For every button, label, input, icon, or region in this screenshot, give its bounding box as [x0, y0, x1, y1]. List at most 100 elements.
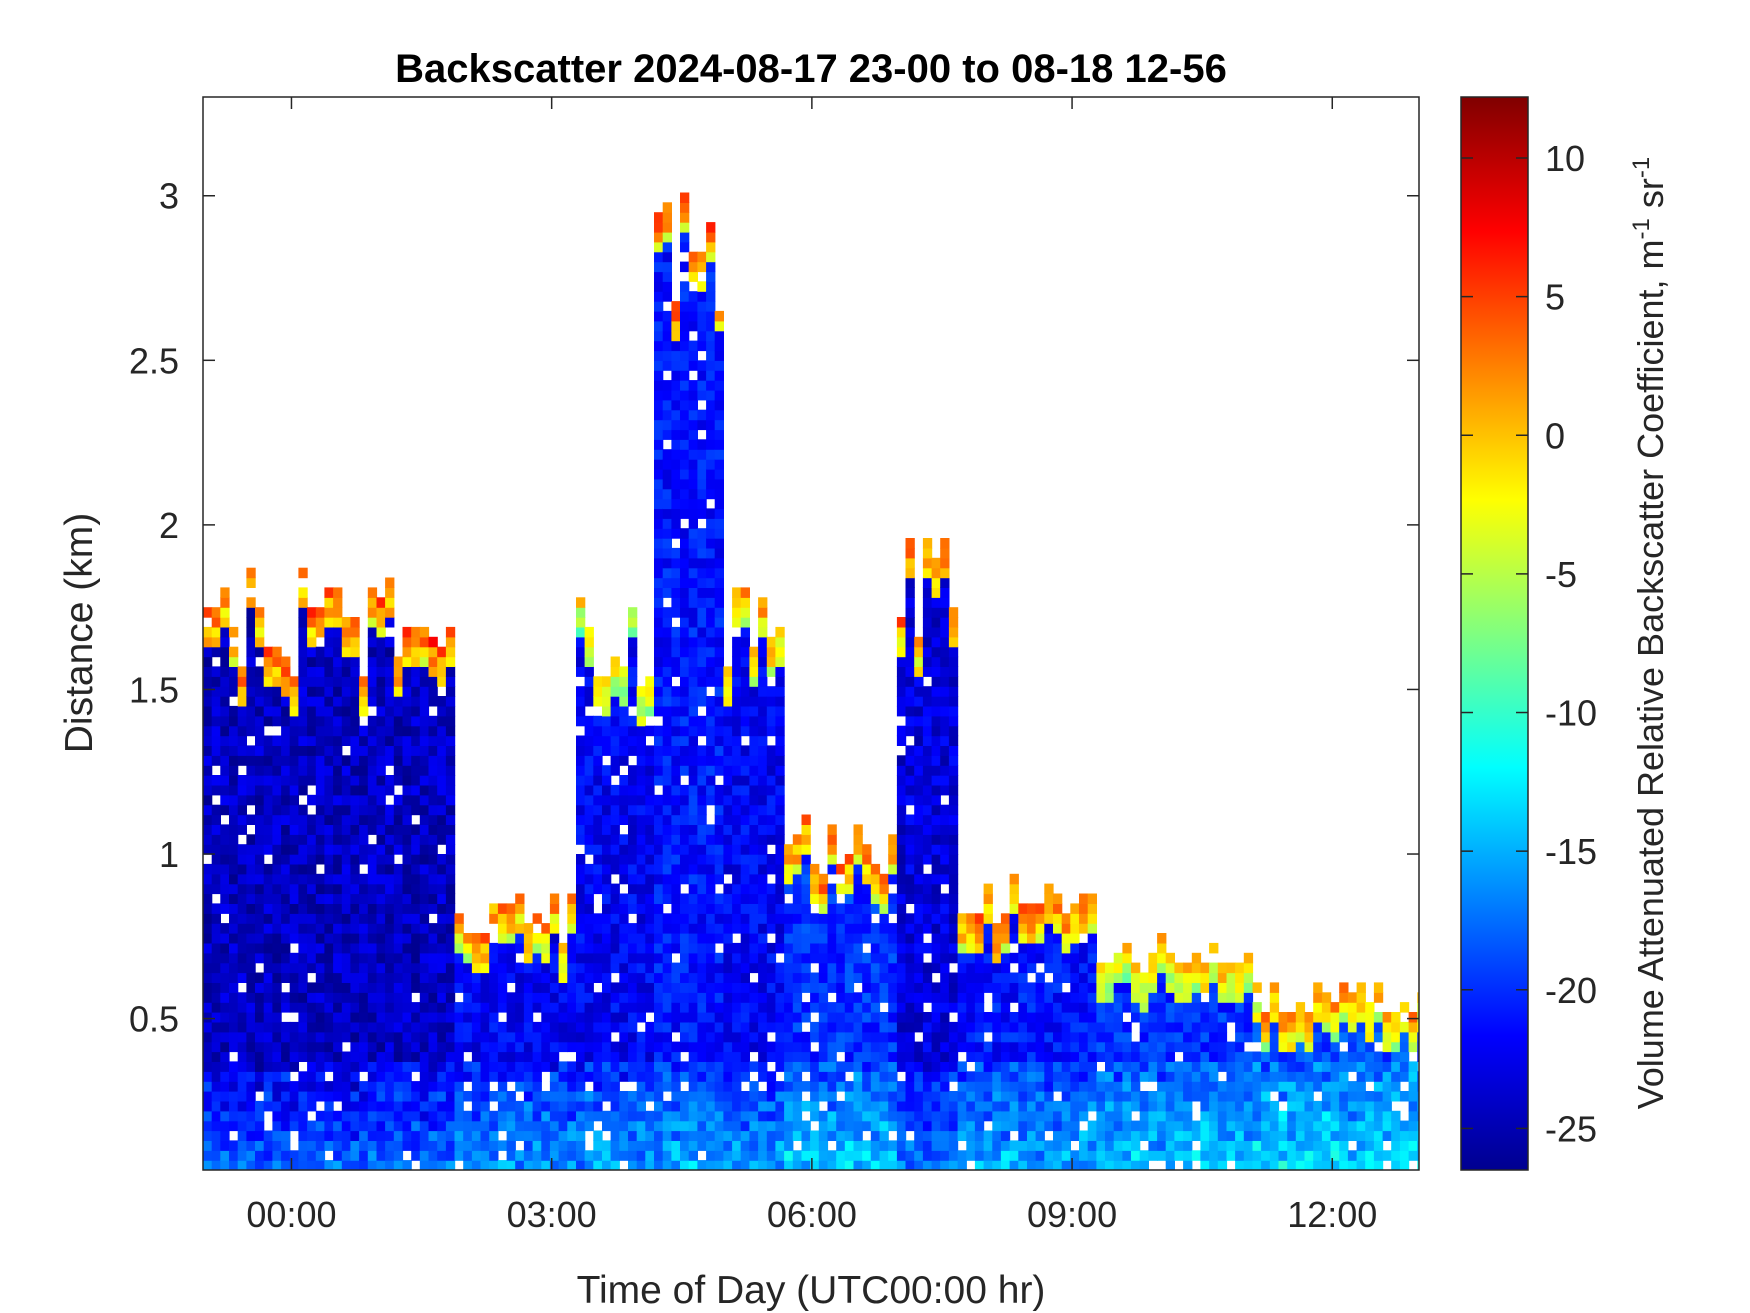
- heatmap-cell: [662, 399, 672, 411]
- heatmap-cell: [1070, 1041, 1080, 1053]
- heatmap-cell: [896, 1130, 907, 1141]
- heatmap-cell: [905, 854, 915, 865]
- heatmap-cell: [1044, 962, 1054, 974]
- heatmap-cell: [602, 1051, 612, 1062]
- heatmap-cell: [272, 1130, 282, 1141]
- heatmap-cell: [1000, 923, 1011, 934]
- heatmap-cell: [1209, 942, 1219, 954]
- heatmap-cell: [974, 982, 985, 993]
- heatmap-cell: [610, 1002, 620, 1013]
- heatmap-cell: [740, 854, 750, 865]
- heatmap-cell: [983, 1130, 993, 1141]
- heatmap-cell: [1148, 1012, 1158, 1023]
- heatmap-cell: [662, 1120, 672, 1132]
- heatmap-cell: [896, 933, 907, 944]
- heatmap-cell: [680, 962, 690, 974]
- heatmap-cell: [723, 715, 733, 727]
- heatmap-cell: [220, 666, 230, 677]
- heatmap-cell: [584, 923, 594, 934]
- heatmap-cell: [662, 933, 672, 944]
- heatmap-cell: [298, 1012, 308, 1023]
- heatmap-cell: [688, 745, 698, 756]
- heatmap-cell: [775, 893, 785, 904]
- heatmap-cell: [1044, 1071, 1054, 1082]
- heatmap-cell: [333, 666, 343, 677]
- heatmap-cell: [385, 893, 395, 904]
- heatmap-cell: [619, 844, 629, 855]
- heatmap-cell: [454, 982, 464, 993]
- heatmap-cell: [307, 863, 317, 875]
- heatmap-cell: [706, 646, 716, 658]
- heatmap-cell: [307, 755, 317, 766]
- heatmap-cell: [428, 824, 438, 835]
- heatmap-cell: [229, 942, 239, 954]
- heatmap-cell: [1087, 1071, 1097, 1082]
- heatmap-cell: [888, 962, 898, 974]
- heatmap-cell: [645, 804, 655, 816]
- heatmap-cell: [1122, 1120, 1132, 1132]
- heatmap-cell: [1113, 1041, 1123, 1053]
- heatmap-cell: [714, 636, 724, 648]
- heatmap-cell: [810, 1130, 820, 1141]
- heatmap-cell: [844, 883, 855, 895]
- heatmap-cell: [714, 646, 724, 658]
- heatmap-cell: [870, 873, 881, 885]
- heatmap-cell: [1157, 933, 1167, 944]
- heatmap-cell: [801, 1002, 811, 1013]
- heatmap-cell: [654, 1051, 664, 1062]
- heatmap-cell: [263, 992, 273, 1003]
- heatmap-cell: [636, 1130, 646, 1141]
- heatmap-cell: [437, 933, 447, 944]
- heatmap-cell: [246, 903, 256, 914]
- heatmap-cell: [402, 804, 412, 816]
- heatmap-cell: [1139, 1160, 1149, 1170]
- heatmap-cell: [931, 597, 941, 608]
- heatmap-cell: [419, 784, 430, 796]
- heatmap-cell: [766, 972, 777, 983]
- heatmap-cell: [203, 646, 213, 658]
- heatmap-cell: [749, 1041, 759, 1053]
- heatmap-cell: [810, 1002, 820, 1013]
- heatmap-cell: [671, 686, 681, 697]
- heatmap-cell: [263, 1012, 273, 1023]
- heatmap-cell: [298, 656, 308, 667]
- heatmap-cell: [697, 883, 707, 895]
- heatmap-cell: [229, 913, 239, 924]
- heatmap-cell: [359, 903, 369, 914]
- heatmap-cell: [428, 745, 438, 756]
- heatmap-cell: [662, 686, 672, 697]
- heatmap-cell: [671, 646, 681, 658]
- heatmap-cell: [922, 577, 933, 588]
- heatmap-cell: [1243, 952, 1254, 964]
- heatmap-cell: [931, 636, 941, 648]
- heatmap-cell: [922, 745, 933, 756]
- heatmap-cell: [662, 360, 672, 371]
- heatmap-cell: [584, 1061, 594, 1072]
- heatmap-cell: [636, 844, 646, 855]
- heatmap-cell: [1000, 1031, 1011, 1043]
- heatmap-cell: [515, 1012, 525, 1023]
- heatmap-cell: [619, 873, 629, 885]
- heatmap-cell: [281, 1091, 291, 1102]
- heatmap-cell: [688, 696, 698, 707]
- heatmap-cell: [1053, 1100, 1063, 1112]
- heatmap-cell: [272, 1110, 282, 1122]
- heatmap-cell: [419, 676, 430, 687]
- heatmap-cell: [1200, 1021, 1210, 1033]
- heatmap-cell: [957, 1071, 967, 1082]
- heatmap-cell: [740, 1051, 750, 1062]
- heatmap-cell: [1243, 1021, 1254, 1033]
- heatmap-cell: [255, 903, 265, 914]
- heatmap-cell: [732, 1130, 742, 1141]
- heatmap-cell: [350, 784, 360, 796]
- heatmap-cell: [888, 923, 898, 934]
- heatmap-cell: [272, 804, 282, 816]
- heatmap-cell: [662, 804, 672, 816]
- heatmap-cell: [931, 607, 941, 618]
- heatmap-cell: [255, 1061, 265, 1072]
- heatmap-cell: [775, 705, 785, 717]
- heatmap-cell: [723, 705, 733, 717]
- heatmap-cell: [532, 1100, 542, 1112]
- heatmap-cell: [662, 241, 672, 253]
- heatmap-cell: [237, 1091, 247, 1102]
